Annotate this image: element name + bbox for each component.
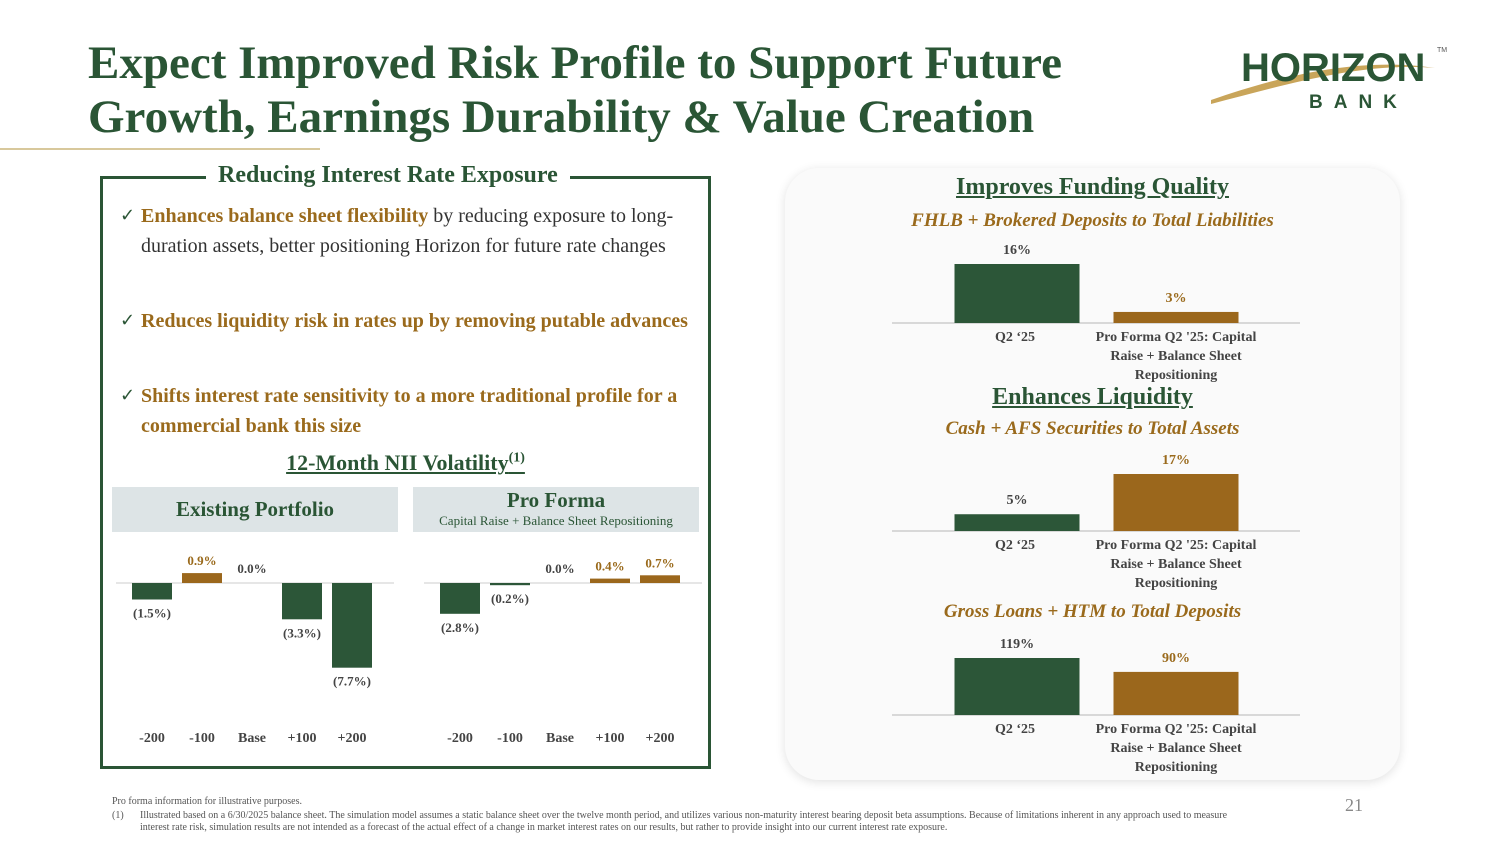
category-label: Repositioning	[1135, 368, 1217, 383]
bar	[954, 658, 1080, 715]
tick-label: -200	[447, 731, 473, 746]
nii-footnote-ref: (1)	[508, 450, 525, 466]
category-label: Q2 ‘25	[995, 722, 1035, 737]
funding-liquidity-panel	[785, 168, 1400, 780]
category-label: Q2 ‘25	[995, 330, 1035, 345]
category-label: Raise + Balance Sheet	[1110, 557, 1242, 572]
footnote-1: (1) Illustrated based on a 6/30/2025 bal…	[112, 810, 1232, 834]
panel-title: Reducing Interest Rate Exposure	[206, 162, 570, 189]
data-label: 0.0%	[237, 561, 266, 576]
tick-label: +200	[338, 731, 367, 746]
data-label: 119%	[1000, 637, 1034, 652]
pro-forma-title: Pro Forma	[506, 488, 606, 512]
bullet-sensitivity: ✓ Shifts interest rate sensitivity to a …	[120, 381, 700, 441]
tick-label: -100	[189, 731, 215, 746]
check-icon: ✓	[120, 385, 136, 406]
nii-title-text: 12-Month NII Volatility	[286, 450, 509, 475]
page-title: Expect Improved Risk Profile to Support …	[88, 37, 1062, 143]
pro-forma-chart: (2.8%) -200 (0.2%) -100 0.0% Base 0.4% +100 0.7%…	[424, 555, 702, 746]
cash-afs-chart: 5% Q2 ‘25 17% Pro Forma Q2 '25: Capital Rais…	[892, 453, 1300, 591]
category-label: Repositioning	[1135, 760, 1217, 775]
footnote-proforma: Pro forma information for illustrative p…	[112, 796, 302, 807]
bar	[1113, 474, 1239, 531]
category-label: Pro Forma Q2 '25: Capital	[1096, 722, 1257, 737]
bullet-liquidity: ✓ Reduces liquidity risk in rates up by …	[120, 306, 700, 336]
bar	[640, 575, 680, 583]
category-label: Pro Forma Q2 '25: Capital	[1096, 330, 1257, 345]
fhlb-brokered-chart: 16% Q2 ‘25 3% Pro Forma Q2 '25: Capital Rais…	[892, 243, 1300, 383]
data-label: 3%	[1166, 291, 1187, 306]
cash-afs-chart-subtitle: Cash + AFS Securities to Total Assets	[945, 418, 1240, 439]
bar	[332, 583, 372, 668]
bar	[954, 514, 1080, 531]
bar	[490, 583, 530, 586]
data-label: (3.3%)	[283, 625, 321, 640]
data-label: 0.9%	[187, 553, 216, 568]
data-label: 16%	[1003, 243, 1031, 258]
horizon-bank-logo: HORIZON TM BANK	[1205, 38, 1455, 128]
funding-quality-heading: Improves Funding Quality	[956, 174, 1229, 200]
bullet-bold: Enhances balance sheet flexibility	[141, 205, 429, 227]
bullet-bold: Shifts interest rate sensitivity to a mo…	[141, 385, 678, 437]
category-label: Repositioning	[1135, 576, 1217, 591]
data-label: 0.0%	[545, 561, 574, 576]
tick-label: -100	[497, 731, 523, 746]
loans-htm-chart: 119% Q2 ‘25 90% Pro Forma Q2 '25: Capital Ra…	[892, 637, 1300, 775]
data-label: 90%	[1162, 651, 1190, 666]
data-label: 17%	[1162, 453, 1190, 468]
tick-label: -200	[139, 731, 165, 746]
title-divider	[0, 148, 320, 150]
data-label: (0.2%)	[491, 591, 529, 606]
data-label: (2.8%)	[441, 620, 479, 635]
bar	[1113, 311, 1239, 323]
logo-swoosh-icon	[1211, 64, 1435, 104]
data-label: 0.7%	[645, 555, 674, 570]
tick-label: +200	[646, 731, 675, 746]
liquidity-heading: Enhances Liquidity	[992, 384, 1193, 410]
category-label: Pro Forma Q2 '25: Capital	[1096, 538, 1257, 553]
bullet-rest: by reducing exposure to long-duration as…	[141, 205, 674, 257]
tick-label: Base	[238, 731, 266, 746]
bullet-bold: Reduces liquidity risk in rates up by re…	[141, 310, 688, 332]
bar	[590, 578, 630, 583]
bullet-flexibility: ✓ Enhances balance sheet flexibility by …	[120, 201, 700, 261]
check-icon: ✓	[120, 205, 136, 226]
logo-trademark: TM	[1437, 47, 1448, 54]
pro-forma-subtitle: Capital Raise + Balance Sheet Reposition…	[439, 513, 673, 528]
category-label: Raise + Balance Sheet	[1110, 741, 1242, 756]
bar	[132, 583, 172, 600]
pro-forma-header: Pro Forma Capital Raise + Balance Sheet …	[413, 487, 699, 532]
loans-htm-chart-subtitle: Gross Loans + HTM to Total Deposits	[943, 601, 1242, 622]
existing-portfolio-chart: (1.5%) -200 0.9% -100 0.0% Base (3.3%) +100 (7.7…	[116, 553, 394, 746]
data-label: 5%	[1007, 493, 1028, 508]
bar	[1113, 671, 1239, 715]
data-label: (1.5%)	[133, 606, 171, 621]
tick-label: +100	[288, 731, 317, 746]
bar	[440, 583, 480, 614]
page-number: 21	[1345, 795, 1363, 815]
bar	[182, 573, 222, 583]
data-label: 0.4%	[595, 559, 624, 574]
logo-sub: BANK	[1309, 92, 1408, 113]
bar	[282, 583, 322, 620]
tick-label: +100	[596, 731, 625, 746]
footnote-text: Illustrated based on a 6/30/2025 balance…	[140, 810, 1228, 833]
existing-portfolio-header: Existing Portfolio	[112, 487, 398, 532]
fhlb-chart-subtitle: FHLB + Brokered Deposits to Total Liabil…	[911, 210, 1274, 231]
data-label: (7.7%)	[333, 674, 371, 689]
logo-word: HORIZON	[1241, 46, 1426, 90]
nii-volatility-title: 12-Month NII Volatility(1)	[100, 450, 711, 476]
bar	[954, 264, 1080, 323]
check-icon: ✓	[120, 310, 136, 331]
footnote-number: (1)	[112, 810, 124, 821]
tick-label: Base	[546, 731, 574, 746]
category-label: Q2 ‘25	[995, 538, 1035, 553]
category-label: Raise + Balance Sheet	[1110, 349, 1242, 364]
